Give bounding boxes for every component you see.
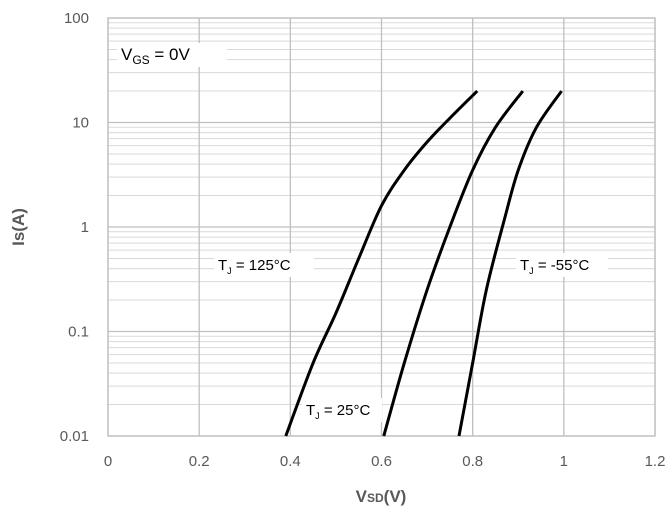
plot-border xyxy=(107,17,656,437)
y-tick-label: 100 xyxy=(64,10,89,27)
series-line xyxy=(284,89,479,437)
annotation-background xyxy=(516,253,608,277)
annotation-t25: TJ = 25°C xyxy=(306,402,370,421)
x-axis-label: VSD(V) xyxy=(356,487,407,506)
y-tick-label: 10 xyxy=(72,115,89,132)
x-tick-label: 1.2 xyxy=(645,453,666,470)
series-line xyxy=(457,90,563,437)
x-tick-label: 0 xyxy=(104,453,112,470)
annotation-tm55: TJ = -55°C xyxy=(520,257,589,276)
grid xyxy=(107,17,656,437)
annotations: VGS = 0V TJ = 125°C TJ = 25°C TJ = -55°C xyxy=(117,43,608,422)
annotation-background xyxy=(214,253,314,277)
x-tick-label: 1 xyxy=(560,453,568,470)
annotation-vgs: VGS = 0V xyxy=(121,45,191,67)
y-tick-label: 0.01 xyxy=(60,428,89,445)
x-tick-label: 0.6 xyxy=(371,453,392,470)
y-tick-label: 1 xyxy=(81,219,89,236)
tick-labels: 0 0.2 0.4 0.6 0.8 1 1.2 0.01 0.1 1 10 100 xyxy=(60,10,666,470)
series-line xyxy=(382,90,525,437)
x-tick-label: 0.2 xyxy=(189,453,210,470)
y-axis-label: Is(A) xyxy=(9,208,28,246)
annotation-background xyxy=(117,43,227,67)
series-lines xyxy=(284,89,563,437)
x-tick-label: 0.8 xyxy=(462,453,483,470)
y-tick-label: 0.1 xyxy=(68,324,89,341)
x-tick-label: 0.4 xyxy=(280,453,301,470)
annotation-t125: TJ = 125°C xyxy=(218,257,291,276)
annotation-background xyxy=(302,398,382,422)
